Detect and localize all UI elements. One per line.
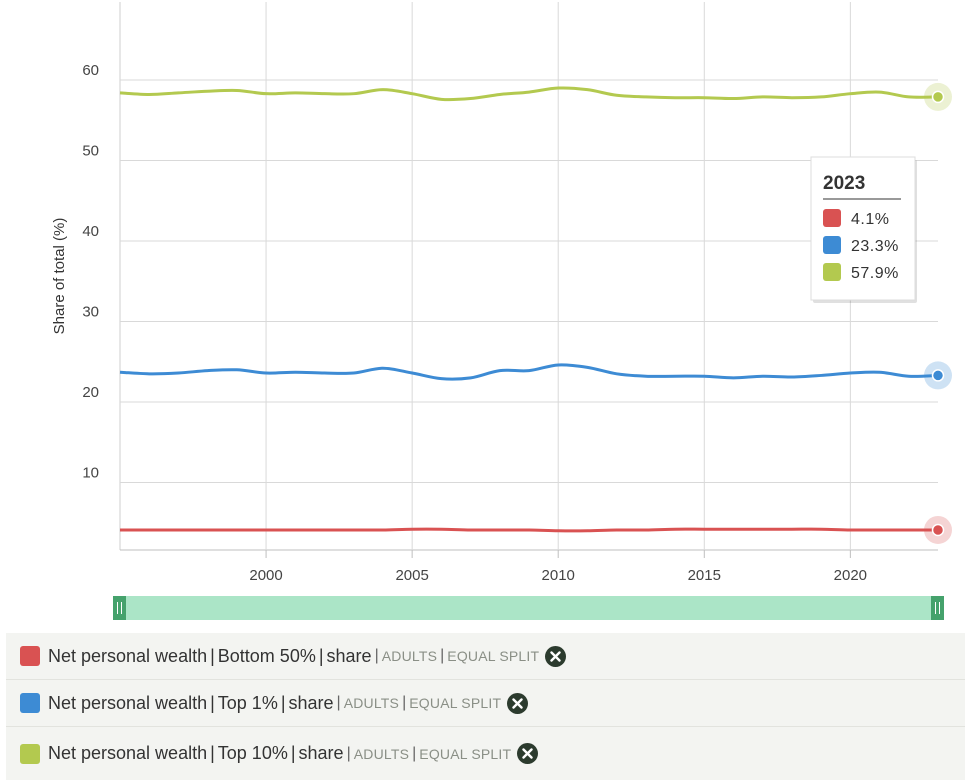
legend-type: share [326,645,372,666]
legend-swatch [20,646,40,666]
y-tick-label: 40 [82,223,99,240]
legend-separator: | [440,647,445,664]
legend-separator: | [290,743,296,763]
legend-separator: | [346,744,351,762]
legend-percentile: Top 1% [217,692,278,713]
drag-handle-icon [935,602,940,614]
series-legend: Net personal wealth | Bottom 50% | share… [6,633,965,780]
x-tick-label: 2010 [542,567,575,584]
legend-separator: | [210,743,215,763]
series-line-bottom-50 [120,527,938,533]
legend-percentile: Bottom 50% [217,645,316,666]
tooltip-value: 57.9% [851,265,899,282]
navigator-handle-right[interactable] [931,596,944,620]
legend-item-top-10[interactable]: Net personal wealth | Top 10% | share | … [6,727,965,780]
legend-separator: | [374,647,379,664]
line-chart: 10 20 30 40 50 60 2000 2005 2010 2015 2020 Share … [51,2,952,584]
legend-percentile: Top 10% [217,743,288,763]
series-line-top-10 [119,86,939,102]
legend-separator: | [210,645,215,666]
legend-swatch [20,693,40,713]
legend-separator: | [402,694,407,711]
tooltip-year: 2023 [823,173,865,194]
remove-series-button[interactable] [507,692,529,714]
remove-series-button[interactable] [517,743,539,764]
legend-variable: Net personal wealth [48,692,208,713]
legend-separator: | [336,694,341,711]
tooltip-swatch [823,263,841,281]
x-tick-label: 2020 [834,567,867,584]
x-tick-label: 2015 [688,567,721,584]
legend-item-bottom-50[interactable]: Net personal wealth | Bottom 50% | share… [6,633,965,680]
legend-item-top-1[interactable]: Net personal wealth | Top 1% | share | A… [6,680,965,727]
x-tick-label: 2005 [395,567,428,584]
range-navigator[interactable] [113,596,944,620]
legend-population: ADULTS [343,695,400,711]
legend-separator: | [412,744,417,762]
series-marker-point [931,90,945,104]
legend-swatch [20,743,40,764]
series-line-top-1 [119,363,939,381]
navigator-range-fill[interactable] [126,596,931,620]
remove-series-button[interactable] [545,645,567,667]
legend-split: EQUAL SPLIT [419,745,512,762]
y-tick-label: 50 [82,143,99,160]
legend-split: EQUAL SPLIT [409,695,502,711]
y-axis-label: Share of total (%) [51,218,68,335]
y-tick-label: 10 [82,465,99,482]
legend-type: share [298,743,344,763]
legend-split: EQUAL SPLIT [447,648,540,664]
legend-variable: Net personal wealth [48,645,208,666]
series-marker-point [931,523,945,537]
legend-variable: Net personal wealth [48,743,208,763]
legend-type: share [288,692,334,713]
navigator-handle-left[interactable] [113,596,126,620]
tooltip-swatch [823,209,841,227]
y-axis: 10 20 30 40 50 60 [82,62,99,482]
legend-population: ADULTS [353,745,410,762]
tooltip-value: 4.1% [851,211,889,228]
close-icon [522,748,533,759]
chart-markers [924,82,952,544]
legend-separator: | [210,692,215,713]
legend-population: ADULTS [381,648,438,664]
chart-tooltip: 2023 4.1% 23.3% 57.9% [810,156,917,303]
x-axis: 2000 2005 2010 2015 2020 [249,567,867,584]
y-tick-label: 20 [82,384,99,401]
legend-separator: | [280,692,286,713]
series-marker-point [931,369,945,382]
legend-separator: | [318,645,324,666]
tooltip-swatch [823,236,841,254]
close-icon [512,697,523,709]
tooltip-value: 23.3% [851,238,899,255]
y-tick-label: 30 [82,304,99,321]
y-tick-label: 60 [82,62,99,79]
drag-handle-icon [117,602,122,614]
x-tick-label: 2000 [249,567,282,584]
close-icon [550,650,561,662]
chart-series [119,86,939,533]
